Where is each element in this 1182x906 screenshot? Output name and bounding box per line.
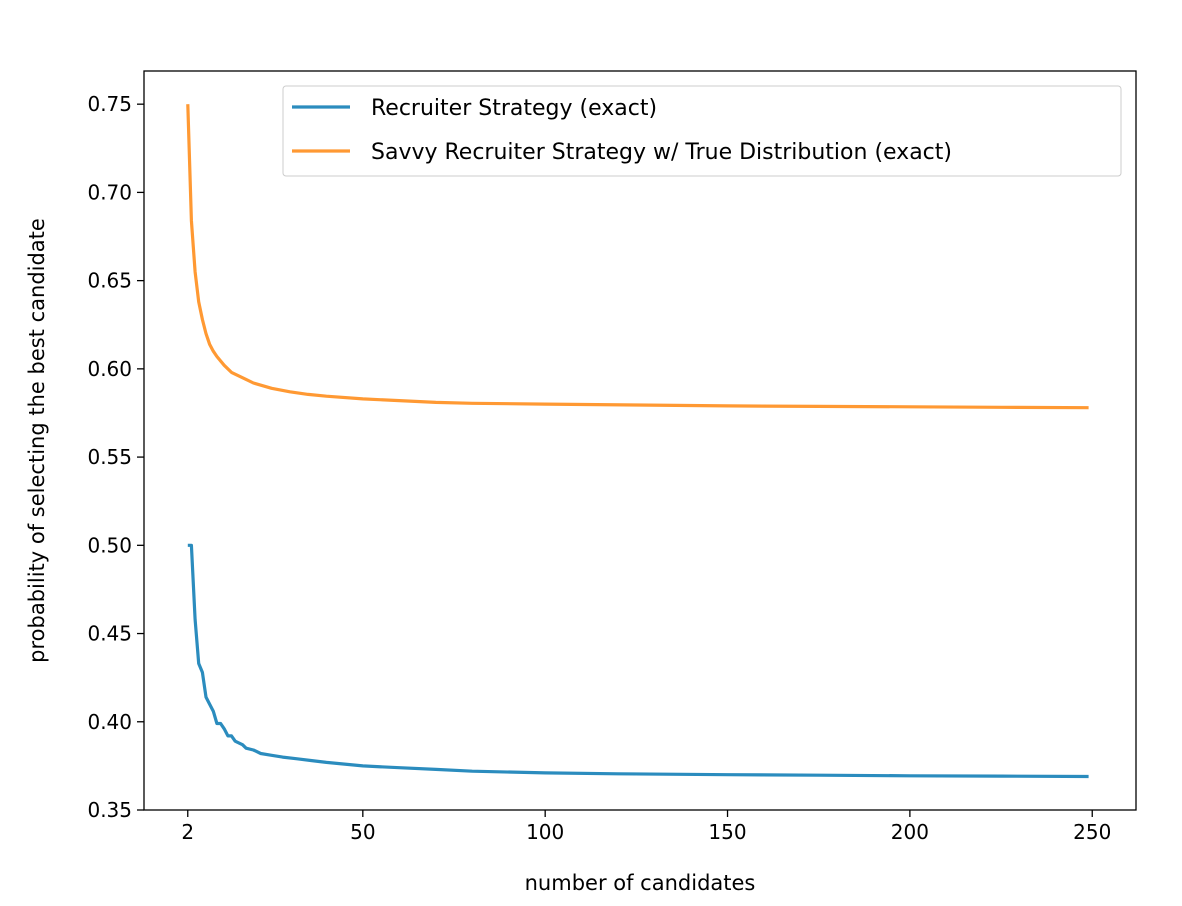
x-tick-label: 2	[181, 820, 194, 844]
x-axis-label: number of candidates	[525, 871, 756, 895]
x-tick-label: 200	[891, 820, 929, 844]
y-tick-label: 0.65	[87, 269, 132, 293]
y-tick-label: 0.75	[87, 92, 132, 116]
legend-label-1: Recruiter Strategy (exact)	[371, 96, 657, 121]
legend-box	[282, 85, 1122, 177]
legend-label-2: Savvy Recruiter Strategy w/ True Distrib…	[371, 140, 952, 165]
series-lines	[186, 104, 1089, 779]
y-tick-label: 0.35	[87, 798, 132, 822]
y-tick-label: 0.60	[87, 357, 132, 381]
y-tick-label: 0.40	[87, 710, 132, 734]
y-tick-label: 0.55	[87, 445, 132, 469]
y-tick-label: 0.50	[87, 533, 132, 557]
y-tick-label: 0.45	[87, 622, 132, 646]
series-line-1	[187, 543, 1089, 779]
x-tick-label: 100	[526, 820, 564, 844]
legend: Recruiter Strategy (exact) Savvy Recruite…	[282, 85, 1122, 177]
legend-entries: Recruiter Strategy (exact) Savvy Recruite…	[292, 96, 952, 165]
x-tick-label: 50	[350, 820, 375, 844]
x-tick-label: 150	[708, 820, 746, 844]
y-tick-label: 0.70	[87, 180, 132, 204]
axis-ticks: 2 50 100 150 200 2500.350.400.450.500.550.600…	[87, 92, 1111, 844]
plot-frame	[143, 70, 1137, 811]
x-tick-label: 250	[1073, 820, 1111, 844]
y-axis-label: probability of selecting the best candid…	[25, 218, 49, 663]
series-line-2	[186, 104, 1089, 410]
